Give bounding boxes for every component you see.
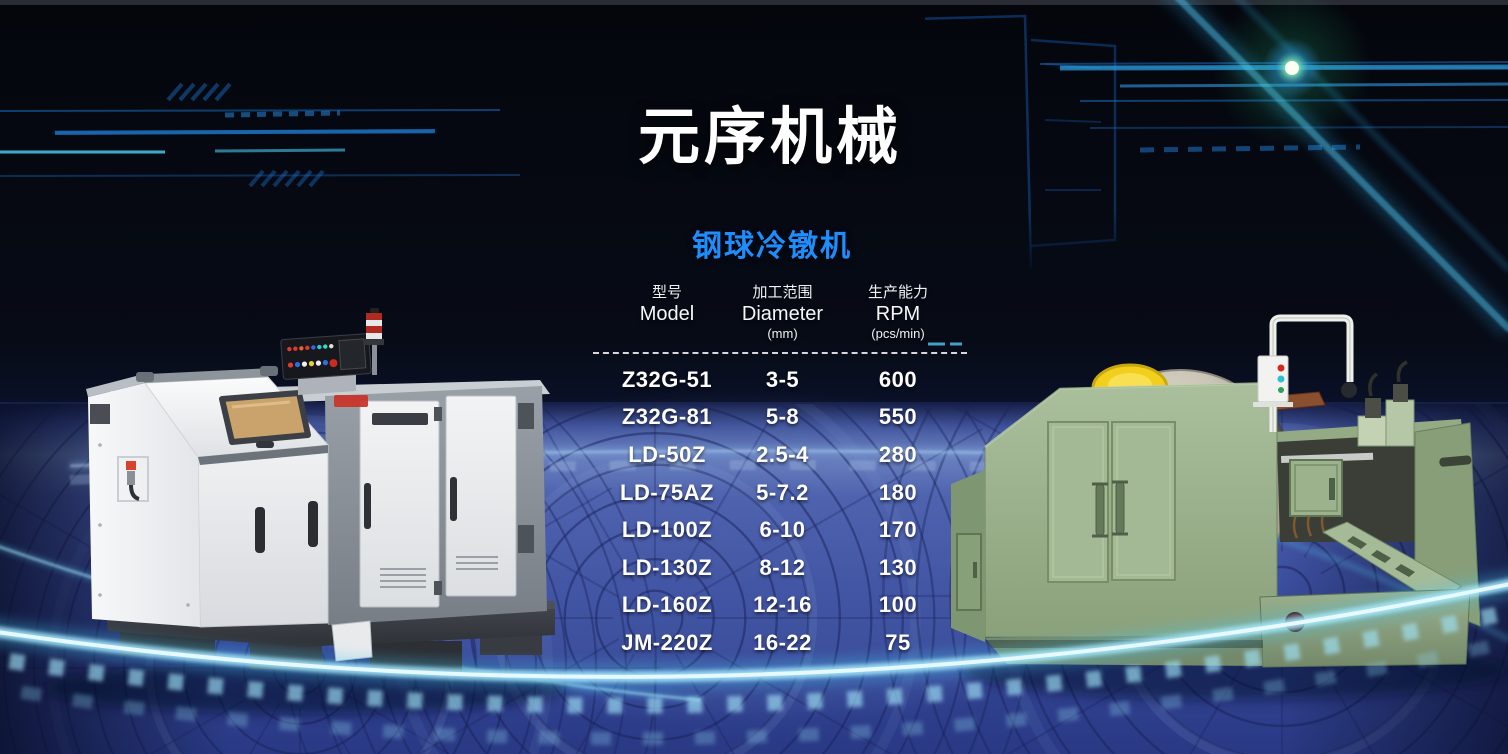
cell-rpm: 550: [878, 404, 918, 430]
door-handle: [1095, 483, 1105, 537]
left-light-streaks: [0, 82, 962, 346]
base-port: [1285, 612, 1305, 632]
cell-model: LD-160Z: [621, 592, 713, 618]
left-machine-console: [280, 308, 384, 407]
col-header-rpm: 生产能力 RPM (pcs/min): [867, 284, 928, 341]
cell-model: Z32G-51: [621, 366, 713, 392]
product-subtitle: 钢球冷镦机: [692, 230, 852, 263]
wireframe-machine-outline: [533, 4, 1117, 269]
mid-door-panel: [1289, 459, 1343, 517]
left-machine-side-wall: [86, 375, 200, 627]
cell-model: LD-100Z: [621, 517, 713, 543]
cell-model: LD-50Z: [628, 441, 706, 467]
cell-rpm: 180: [878, 479, 918, 505]
right-light-streaks: [1039, 0, 1508, 338]
spec-row: LD-100Z 6-10 170: [612, 511, 949, 549]
cell-diameter: 3-5: [765, 366, 800, 392]
door-handle: [450, 477, 457, 521]
top-edge-strip: [0, 0, 1508, 5]
spec-row: LD-50Z 2.5-4 280: [612, 436, 949, 474]
spec-table: 型号 Model 加工范围 Diameter (mm) 生产能力 RPM (pc…: [593, 283, 967, 662]
lid-handle: [256, 441, 274, 448]
base-flap: [331, 620, 373, 662]
cell-rpm: 100: [878, 592, 918, 618]
cell-diameter: 5-7.2: [756, 479, 809, 505]
left-machine-sloped-lid: [136, 366, 330, 465]
right-machine-body: [984, 381, 1278, 638]
spec-row: Z32G-81 5-8 550: [612, 399, 949, 437]
dashed-divider: [593, 352, 967, 354]
panel-handle: [255, 507, 265, 553]
spec-table-rows: Z32G-51 3-5 600 Z32G-81 5-8 550 LD-50Z 2…: [612, 361, 949, 662]
red-switch: [126, 461, 136, 470]
spec-row: LD-75AZ 5-7.2 180: [612, 474, 949, 512]
cell-model: LD-130Z: [621, 554, 713, 580]
spec-row: LD-160Z 12-16 100: [612, 587, 949, 625]
tool-clamps: [1357, 360, 1415, 447]
cell-model: JM-220Z: [621, 629, 713, 655]
cell-rpm: 600: [878, 366, 918, 392]
side-sticker: [90, 404, 110, 424]
panel-handle: [308, 501, 318, 547]
cell-diameter: 12-16: [753, 592, 812, 618]
warning-label: [334, 395, 368, 407]
door-label-plate: [372, 413, 428, 425]
cell-diameter: 8-12: [759, 554, 806, 580]
spec-table-header: 型号 Model 加工范围 Diameter (mm) 生产能力 RPM (pc…: [612, 283, 949, 341]
left-machine-front-panel: [197, 444, 329, 628]
spec-row: Z32G-51 3-5 600: [612, 361, 949, 399]
right-machine-left-face: [951, 470, 985, 642]
cell-diameter: 2.5-4: [756, 441, 809, 467]
cell-rpm: 75: [885, 629, 911, 655]
cell-rpm: 130: [878, 554, 918, 580]
door-handle: [364, 483, 371, 529]
left-machine-illustration: [86, 308, 555, 673]
col-header-diameter: 加工范围 Diameter (mm): [741, 284, 824, 341]
cell-model: Z32G-81: [621, 404, 713, 430]
cell-diameter: 6-10: [759, 517, 806, 543]
col-header-model: 型号 Model: [639, 284, 695, 325]
left-machine-door-cabinet: [325, 386, 547, 625]
cell-model: LD-75AZ: [620, 479, 714, 505]
door-handle: [1115, 481, 1125, 535]
control-gantry: [1253, 314, 1357, 432]
right-machine-illustration: [951, 314, 1481, 668]
beacon-light: [364, 308, 384, 345]
cell-rpm: 170: [878, 517, 918, 543]
spec-row: JM-220Z 16-22 75: [612, 624, 949, 662]
page-title: 元序机械: [637, 103, 903, 172]
cell-diameter: 5-8: [765, 404, 800, 430]
cell-rpm: 280: [878, 441, 918, 467]
spec-row: LD-130Z 8-12 130: [612, 549, 949, 587]
hanging-knob: [1341, 382, 1357, 398]
inspection-window: [219, 390, 311, 445]
cell-diameter: 16-22: [753, 629, 812, 655]
